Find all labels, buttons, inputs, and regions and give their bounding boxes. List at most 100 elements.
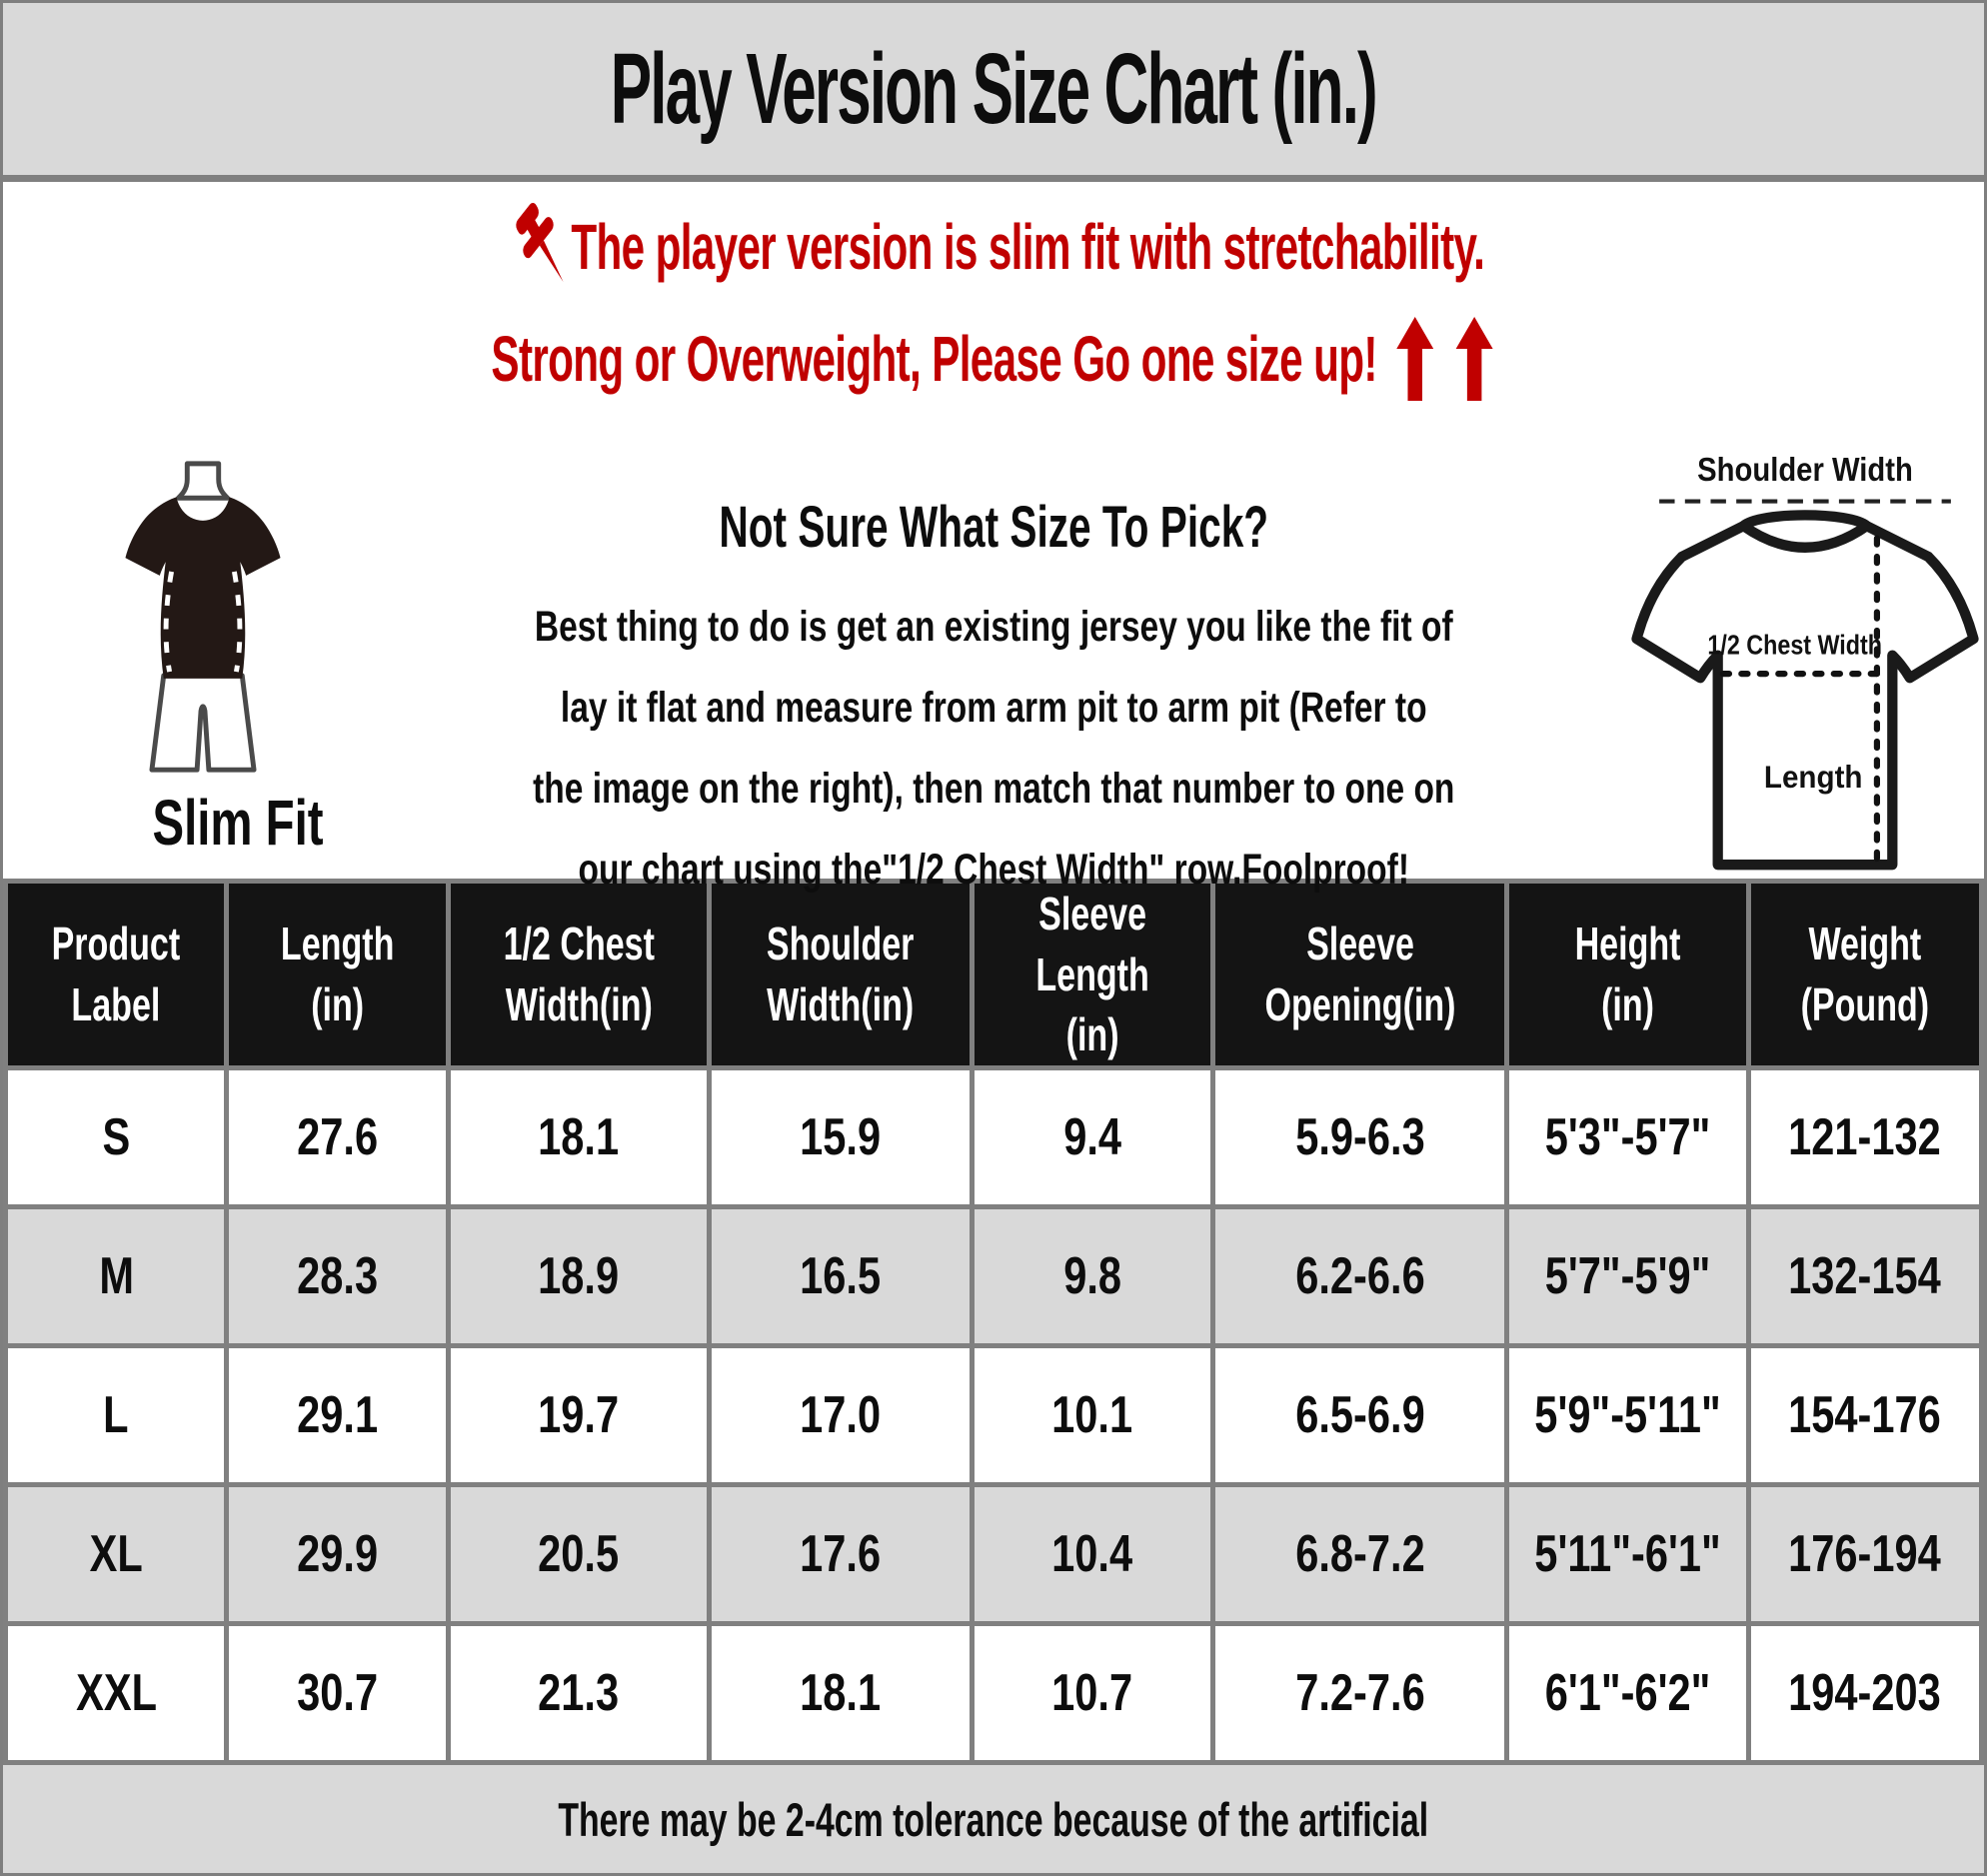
table-cell: 6'1"-6'2" (1504, 1621, 1751, 1766)
size-table: Product Label Length (in) 1/2 Chest Widt… (3, 878, 1984, 1766)
cell-value: 18.1 (538, 1108, 620, 1167)
size-label: L (103, 1386, 129, 1445)
table-cell: 6.8-7.2 (1209, 1482, 1510, 1627)
up-arrow-icon (1453, 317, 1495, 401)
diagram-shoulder-label: Shoulder Width (1697, 451, 1913, 488)
table-cell: S (3, 1065, 230, 1210)
table-cell: 121-132 (1745, 1065, 1984, 1210)
cell-value: 28.3 (297, 1247, 379, 1306)
cell-value: 154-176 (1788, 1386, 1942, 1445)
table-cell: 10.7 (969, 1621, 1215, 1766)
cell-value: 29.9 (297, 1525, 379, 1584)
table-row-xl: XL 29.9 20.5 17.6 10.4 6.8-7.2 5'11"-6'1… (3, 1482, 1984, 1627)
warning-line-1: The player version is slim fit with stre… (340, 202, 1647, 290)
tshirt-measure-diagram-icon: Shoulder Width 1/2 Chest Width Length (1630, 451, 1979, 871)
cell-value: 6.8-7.2 (1294, 1525, 1425, 1584)
table-cell: 7.2-7.6 (1209, 1621, 1510, 1766)
size-label: XL (89, 1525, 143, 1584)
table-cell: 28.3 (224, 1204, 451, 1349)
cell-value: 132-154 (1788, 1247, 1942, 1306)
table-cell: 9.4 (969, 1065, 1215, 1210)
table-cell: 18.1 (706, 1621, 975, 1766)
size-label: S (102, 1108, 131, 1167)
warning-text-2: Strong or Overweight, Please Go one size… (491, 323, 1377, 395)
fit-guide-row: Slim Fit Not Sure What Size To Pick? Bes… (3, 451, 1984, 911)
column-header: Weight (Pound) (1745, 878, 1984, 1071)
cell-value: 19.7 (538, 1386, 620, 1445)
cell-value: 9.8 (1062, 1247, 1121, 1306)
table-cell: 5'9"-5'11" (1504, 1343, 1751, 1488)
header-row: Product Label Length (in) 1/2 Chest Widt… (3, 878, 1984, 1071)
table-cell: 29.1 (224, 1343, 451, 1488)
column-header-label: Height (in) (1574, 918, 1681, 1031)
table-cell: 27.6 (224, 1065, 451, 1210)
column-header-label: Sleeve Length (in) (1035, 888, 1149, 1061)
tshirt-diagram-block: Shoulder Width 1/2 Chest Width Length (1585, 444, 1985, 896)
diagram-length-label: Length (1763, 759, 1862, 795)
tolerance-note: There may be 2-4cm tolerance because of … (558, 1792, 1429, 1846)
cell-value: 18.1 (800, 1664, 882, 1723)
slim-fit-figure-icon (125, 461, 281, 773)
title-band: Play Version Size Chart (in.) (3, 3, 1984, 182)
cell-value: 27.6 (297, 1108, 379, 1167)
cell-value: 5'3"-5'7" (1544, 1108, 1711, 1167)
table-cell: 17.0 (706, 1343, 975, 1488)
table-cell: 10.1 (969, 1343, 1215, 1488)
cell-value: 121-132 (1788, 1108, 1942, 1167)
cell-value: 5.9-6.3 (1294, 1108, 1425, 1167)
size-label: M (98, 1247, 134, 1306)
column-header-label: Product Label (51, 918, 181, 1031)
cell-value: 10.7 (1051, 1664, 1133, 1723)
cell-value: 20.5 (538, 1525, 620, 1584)
table-row-s: S 27.6 18.1 15.9 9.4 5.9-6.3 5'3"-5'7" 1… (3, 1065, 1984, 1210)
cell-value: 16.5 (800, 1247, 882, 1306)
table-row-l: L 29.1 19.7 17.0 10.1 6.5-6.9 5'9"-5'11"… (3, 1343, 1984, 1488)
slim-fit-label: Slim Fit (152, 787, 324, 859)
column-header: Sleeve Length (in) (969, 878, 1215, 1071)
column-header-label: Length (in) (280, 918, 395, 1031)
table-cell: 16.5 (706, 1204, 975, 1349)
pushpin-icon (503, 199, 570, 295)
up-arrow-icon (1394, 317, 1436, 401)
column-header-label: Shoulder Width(in) (767, 918, 915, 1031)
table-cell: 5'3"-5'7" (1504, 1065, 1751, 1210)
table-cell: 132-154 (1745, 1204, 1984, 1349)
cell-value: 10.4 (1051, 1525, 1133, 1584)
column-header-label: Sleeve Opening(in) (1264, 918, 1456, 1031)
warning-line-2: Strong or Overweight, Please Go one size… (340, 316, 1647, 402)
warning-text-1: The player version is slim fit with stre… (571, 211, 1485, 283)
table-cell: 5'7"-5'9" (1504, 1204, 1751, 1349)
table-cell: 29.9 (224, 1482, 451, 1627)
column-header: Shoulder Width(in) (706, 878, 975, 1071)
content-area: The player version is slim fit with stre… (3, 182, 1984, 894)
table-cell: 176-194 (1745, 1482, 1984, 1627)
cell-value: 17.0 (800, 1386, 882, 1445)
table-row-xxl: XXL 30.7 21.3 18.1 10.7 7.2-7.6 6'1"-6'2… (3, 1621, 1984, 1766)
column-header-label: Weight (Pound) (1800, 918, 1930, 1031)
column-header: 1/2 Chest Width(in) (445, 878, 712, 1071)
table-cell: M (3, 1204, 230, 1349)
size-help-line: lay it flat and measure from arm pit to … (560, 684, 1427, 732)
column-header: Sleeve Opening(in) (1209, 878, 1510, 1071)
diagram-chest-label: 1/2 Chest Width (1707, 630, 1882, 661)
size-help-line: the image on the right), then match that… (533, 765, 1455, 813)
table-cell: 17.6 (706, 1482, 975, 1627)
cell-value: 7.2-7.6 (1294, 1664, 1425, 1723)
size-help-heading: Not Sure What Size To Pick? (719, 495, 1269, 560)
column-header: Length (in) (224, 878, 451, 1071)
table-cell: 20.5 (445, 1482, 712, 1627)
table-cell: 18.9 (445, 1204, 712, 1349)
table-cell: 6.2-6.6 (1209, 1204, 1510, 1349)
column-header: Height (in) (1504, 878, 1751, 1071)
cell-value: 6.5-6.9 (1294, 1386, 1425, 1445)
cell-value: 21.3 (538, 1664, 620, 1723)
cell-value: 5'11"-6'1" (1534, 1525, 1721, 1584)
table-cell: 5.9-6.3 (1209, 1065, 1510, 1210)
table-cell: 21.3 (445, 1621, 712, 1766)
cell-value: 18.9 (538, 1247, 620, 1306)
page-title: Play Version Size Chart (in.) (610, 32, 1378, 145)
table-cell: XXL (3, 1621, 230, 1766)
size-help-line: our chart using the"1/2 Chest Width" row… (578, 846, 1409, 894)
table-cell: 154-176 (1745, 1343, 1984, 1488)
